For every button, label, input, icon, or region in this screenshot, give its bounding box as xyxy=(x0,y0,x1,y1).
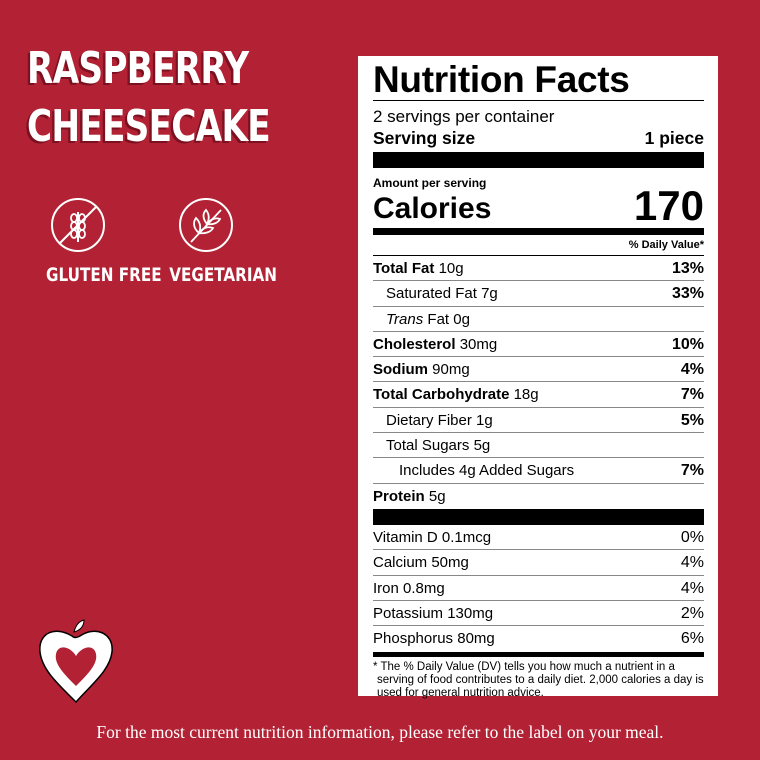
calories-row: Calories 170 xyxy=(373,182,704,229)
nutrient-name: Total Sugars xyxy=(386,437,470,455)
calories-value: 170 xyxy=(633,182,704,229)
nutrient-dv: 13% xyxy=(671,260,704,277)
nutrient-name: Trans xyxy=(386,310,424,328)
serving-size-value: 1 piece xyxy=(644,128,704,148)
amount-per-serving: Amount per serving xyxy=(373,176,487,190)
divider-medium xyxy=(373,228,704,235)
vitamin-name: Iron 0.8mg xyxy=(373,579,445,597)
nutrient-amount: 1g xyxy=(476,411,493,429)
divider-medium xyxy=(373,652,704,658)
gluten-free-badge: GLUTEN FREE xyxy=(38,196,162,286)
gluten-free-label: GLUTEN FREE xyxy=(46,264,162,286)
divider-thick xyxy=(373,152,704,168)
nutrient-amount: 18g xyxy=(513,386,539,404)
divider xyxy=(373,100,704,101)
leaf-branch-icon xyxy=(179,198,233,252)
nutrient-row: Total Sugars 5g xyxy=(373,433,704,459)
vitamin-name: Calcium 50mg xyxy=(373,554,469,572)
serving-size-label: Serving size xyxy=(373,128,476,148)
nutrition-facts-title: Nutrition Facts xyxy=(373,59,630,100)
nutrient-dv: 33% xyxy=(671,285,704,303)
nutrient-name: Saturated Fat xyxy=(386,285,477,303)
nutrient-name: Cholesterol xyxy=(373,335,456,353)
daily-value-header: % Daily Value* xyxy=(373,235,704,256)
vitamin-row: Vitamin D 0.1mcg 0% xyxy=(373,525,704,551)
vitamin-name: Phosphorus 80mg xyxy=(373,630,495,648)
vitamin-name: Vitamin D 0.1mcg xyxy=(373,528,492,546)
nutrient-amount: 7g xyxy=(481,285,498,303)
footer-note: For the most current nutrition informati… xyxy=(96,722,664,742)
nutrient-amount: 5g xyxy=(473,437,491,455)
nutrient-row: Trans Fat 0g xyxy=(373,307,704,332)
vitamin-row: Potassium 130mg 2% xyxy=(373,601,704,627)
nutrient-name: Total Fat xyxy=(373,260,435,277)
nutrient-row: Cholesterol 30mg 10% xyxy=(373,332,704,358)
nutrient-dv: 4% xyxy=(680,361,704,379)
calories-label: Calories xyxy=(373,192,492,225)
nutrient-name-suffix: Fat xyxy=(427,310,450,328)
vitamin-row: Calcium 50mg 4% xyxy=(373,550,704,576)
product-title: RASPBERRY CHEESECAKE xyxy=(27,40,271,156)
nutrient-name: Dietary Fiber xyxy=(386,411,472,429)
vitamin-dv: 0% xyxy=(680,528,704,546)
nutrient-row: Saturated Fat 7g 33% xyxy=(373,281,704,307)
nutrient-row: Sodium 90mg 4% xyxy=(373,357,704,383)
vitamin-name: Potassium 130mg xyxy=(373,604,494,622)
servings-per-container: 2 servings per container xyxy=(373,107,555,126)
no-wheat-icon xyxy=(51,198,105,252)
nutrient-dv: 10% xyxy=(671,335,704,353)
nutrient-dv: 7% xyxy=(680,462,704,480)
footnote: * The % Daily Value (DV) tells you how m… xyxy=(373,661,704,700)
nutrient-amount: 30mg xyxy=(459,335,498,353)
serving-size-row: Serving size 1 piece xyxy=(373,127,704,149)
vegetarian-label: VEGETARIAN xyxy=(169,264,278,286)
nutrient-amount: 90mg xyxy=(432,361,470,379)
nutrient-amount: 5g xyxy=(428,487,446,505)
nutrient-dv: 7% xyxy=(680,386,704,404)
vitamin-dv: 2% xyxy=(680,604,704,622)
nutrient-row: Total Carbohydrate 18g 7% xyxy=(373,382,704,408)
vitamin-row: Iron 0.8mg 4% xyxy=(373,576,704,601)
vitamin-dv: 4% xyxy=(680,554,704,572)
vitamin-dv: 6% xyxy=(680,630,704,648)
nutrient-row: Total Fat 10g 13% xyxy=(373,256,704,282)
nutrient-row: Protein 5g xyxy=(373,484,704,509)
vitamin-row: Phosphorus 80mg 6% xyxy=(373,626,704,651)
nutrient-row: Includes 4g Added Sugars 7% xyxy=(373,458,704,484)
nutrient-name: Includes 4g Added Sugars xyxy=(399,462,575,480)
title-line-1: RASPBERRY xyxy=(27,43,249,94)
vegetarian-badge: VEGETARIAN xyxy=(160,196,278,286)
nutrient-name: Protein xyxy=(373,487,425,505)
nutrition-facts-label: Nutrition Facts 2 servings per container… xyxy=(358,56,718,699)
nutrient-row: Dietary Fiber 1g 5% xyxy=(373,408,704,434)
vitamin-dv: 4% xyxy=(680,579,704,597)
nutrient-name: Total Carbohydrate xyxy=(373,386,510,404)
apple-heart-logo xyxy=(36,618,116,713)
nutrient-name: Sodium xyxy=(373,361,428,379)
title-line-2: CHEESECAKE xyxy=(27,101,271,152)
divider-thick xyxy=(373,508,704,525)
nutrient-amount: 0g xyxy=(453,310,470,328)
nutrient-amount: 10g xyxy=(438,260,464,277)
nutrient-dv: 5% xyxy=(680,411,704,429)
